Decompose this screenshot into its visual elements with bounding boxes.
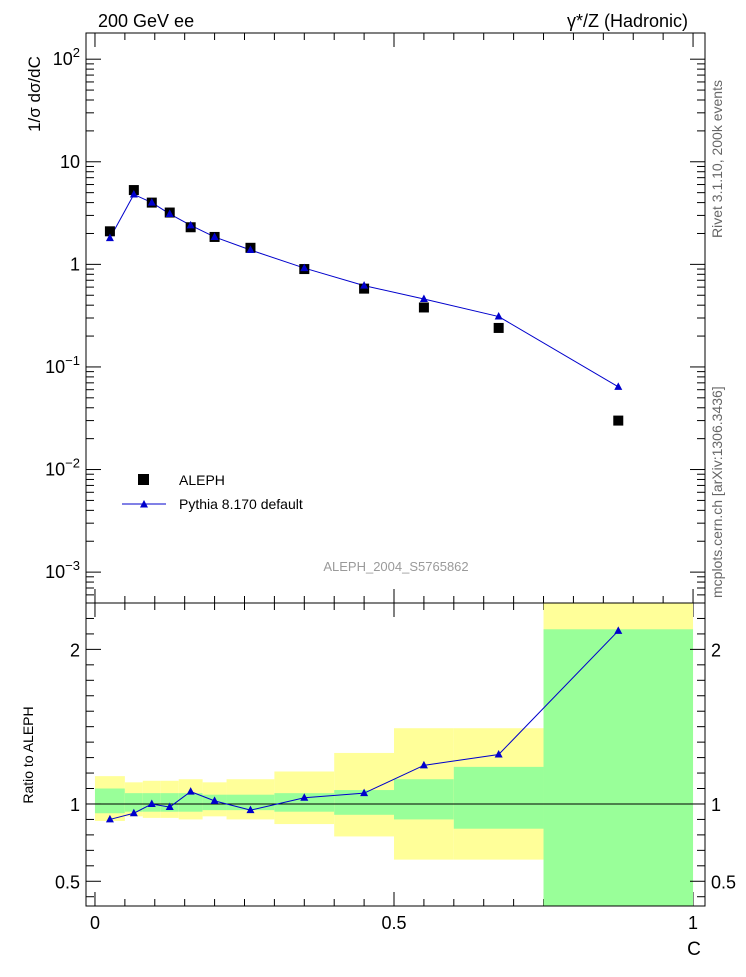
ratio-panel: 0 0.5 1 0.5 0.5 1 1 2 2 bbox=[55, 602, 736, 933]
pythia-point bbox=[300, 263, 309, 272]
stat-uncertainty-band bbox=[274, 793, 335, 812]
aleph-data-point bbox=[613, 415, 624, 426]
x-tick-label: 1 bbox=[688, 913, 698, 933]
pythia-ratio-point bbox=[147, 799, 156, 807]
x-axis-label: C bbox=[687, 939, 701, 960]
pythia-ratio-point bbox=[360, 788, 369, 797]
pythia-point bbox=[360, 281, 369, 289]
pythia-ratio-point bbox=[614, 626, 623, 634]
ratio-y-axis-label: Ratio to ALEPH bbox=[20, 706, 36, 803]
ratio-y-tick-label-right: 1 bbox=[711, 795, 721, 815]
pythia-point bbox=[105, 233, 114, 242]
legend: ALEPH Pythia 8.170 default bbox=[122, 472, 303, 512]
stat-uncertainty-band bbox=[178, 793, 203, 812]
legend-aleph-marker bbox=[138, 474, 149, 485]
header-right: γ*/Z (Hadronic) bbox=[567, 11, 688, 31]
rivet-version-label: Rivet 3.1.10, 200k events bbox=[709, 80, 725, 238]
pythia-ratio-point bbox=[129, 808, 138, 817]
ratio-y-tick-label: 0.5 bbox=[55, 872, 80, 892]
pythia-ratio-point bbox=[186, 787, 195, 795]
stat-uncertainty-band bbox=[453, 766, 544, 829]
legend-pythia-label: Pythia 8.170 default bbox=[179, 496, 303, 512]
y-tick-label: 10 bbox=[60, 152, 80, 172]
analysis-watermark: ALEPH_2004_S5765862 bbox=[323, 559, 468, 574]
pythia-point bbox=[419, 294, 428, 302]
stat-uncertainty-band bbox=[160, 793, 179, 812]
y-tick-label: 10−2 bbox=[45, 456, 80, 480]
pythia-point bbox=[210, 232, 219, 240]
pythia-point bbox=[614, 382, 623, 390]
ratio-y-tick-label-right: 2 bbox=[711, 640, 721, 660]
ratio-frame bbox=[85, 602, 706, 907]
pythia-ratio-point bbox=[300, 793, 309, 801]
legend-pythia-marker bbox=[140, 500, 148, 508]
pythia-point bbox=[246, 245, 255, 254]
ratio-y-tick-label: 2 bbox=[70, 640, 80, 660]
pythia-point bbox=[147, 198, 156, 206]
ratio-y-tick-label-right: 0.5 bbox=[711, 872, 736, 892]
y-tick-label: 10−3 bbox=[45, 558, 80, 582]
y-tick-label: 1 bbox=[70, 254, 80, 274]
legend-aleph-label: ALEPH bbox=[179, 472, 225, 488]
pythia-ratio-point bbox=[494, 750, 503, 758]
pythia-point bbox=[186, 220, 195, 229]
pythia-point bbox=[129, 189, 138, 198]
stat-uncertainty-band bbox=[394, 779, 454, 820]
stat-uncertainty-band bbox=[124, 793, 143, 812]
stat-uncertainty-band bbox=[226, 794, 275, 811]
pythia-ratio-point bbox=[165, 802, 174, 811]
aleph-data-point bbox=[418, 302, 429, 313]
pythia-ratio-point bbox=[105, 814, 114, 823]
x-tick-label: 0 bbox=[90, 913, 100, 933]
pythia-point bbox=[494, 312, 503, 320]
header-left: 200 GeV ee bbox=[98, 11, 194, 31]
main-y-axis-label: 1/σ dσ/dC bbox=[25, 56, 44, 132]
pythia-point bbox=[165, 209, 174, 217]
pythia-ratio-point bbox=[210, 796, 219, 804]
aleph-data-point bbox=[493, 322, 504, 333]
pythia-ratio-point bbox=[419, 760, 428, 769]
aleph-data-point bbox=[104, 226, 115, 237]
x-tick-label: 0.5 bbox=[381, 913, 406, 933]
stat-uncertainty-band bbox=[94, 788, 125, 814]
mcplots-label: mcplots.cern.ch [arXiv:1306.3436] bbox=[709, 386, 725, 598]
pythia-ratio-point bbox=[246, 805, 255, 814]
stat-uncertainty-band bbox=[543, 629, 694, 906]
ratio-y-tick-label: 1 bbox=[70, 795, 80, 815]
